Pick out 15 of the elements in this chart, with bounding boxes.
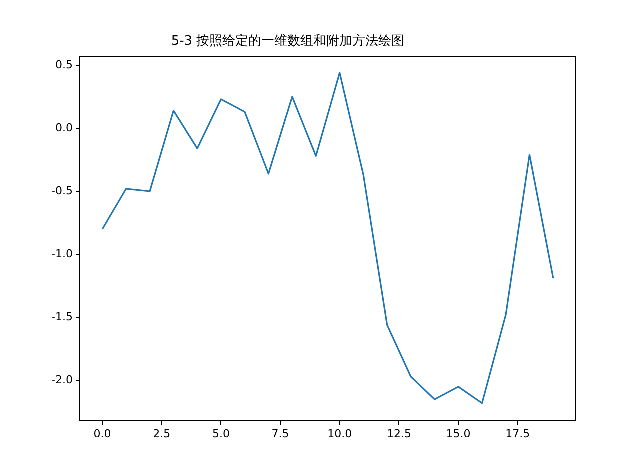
x-tick-label: 10.0 — [328, 427, 352, 440]
y-tick-label: -1.0 — [52, 247, 73, 260]
chart-title: 5-3 按照给定的一维数组和附加方法绘图 — [171, 33, 405, 50]
y-tick-label: -0.5 — [52, 184, 73, 198]
x-tick-label: 17.5 — [506, 427, 530, 440]
x-tick-label: 12.5 — [386, 427, 412, 440]
y-tick-label: -1.5 — [52, 310, 73, 324]
x-tick-label: 7.5 — [272, 427, 290, 440]
y-tick-label: 0.0 — [56, 121, 73, 134]
y-tick-label: -2.0 — [52, 374, 73, 387]
y-tick-label: 0.5 — [56, 58, 73, 72]
x-tick-label: 15.0 — [446, 427, 471, 440]
x-tick-label: 2.5 — [153, 427, 171, 440]
x-tick-label: 0.0 — [94, 427, 112, 440]
x-tick-label: 5.0 — [212, 427, 230, 440]
